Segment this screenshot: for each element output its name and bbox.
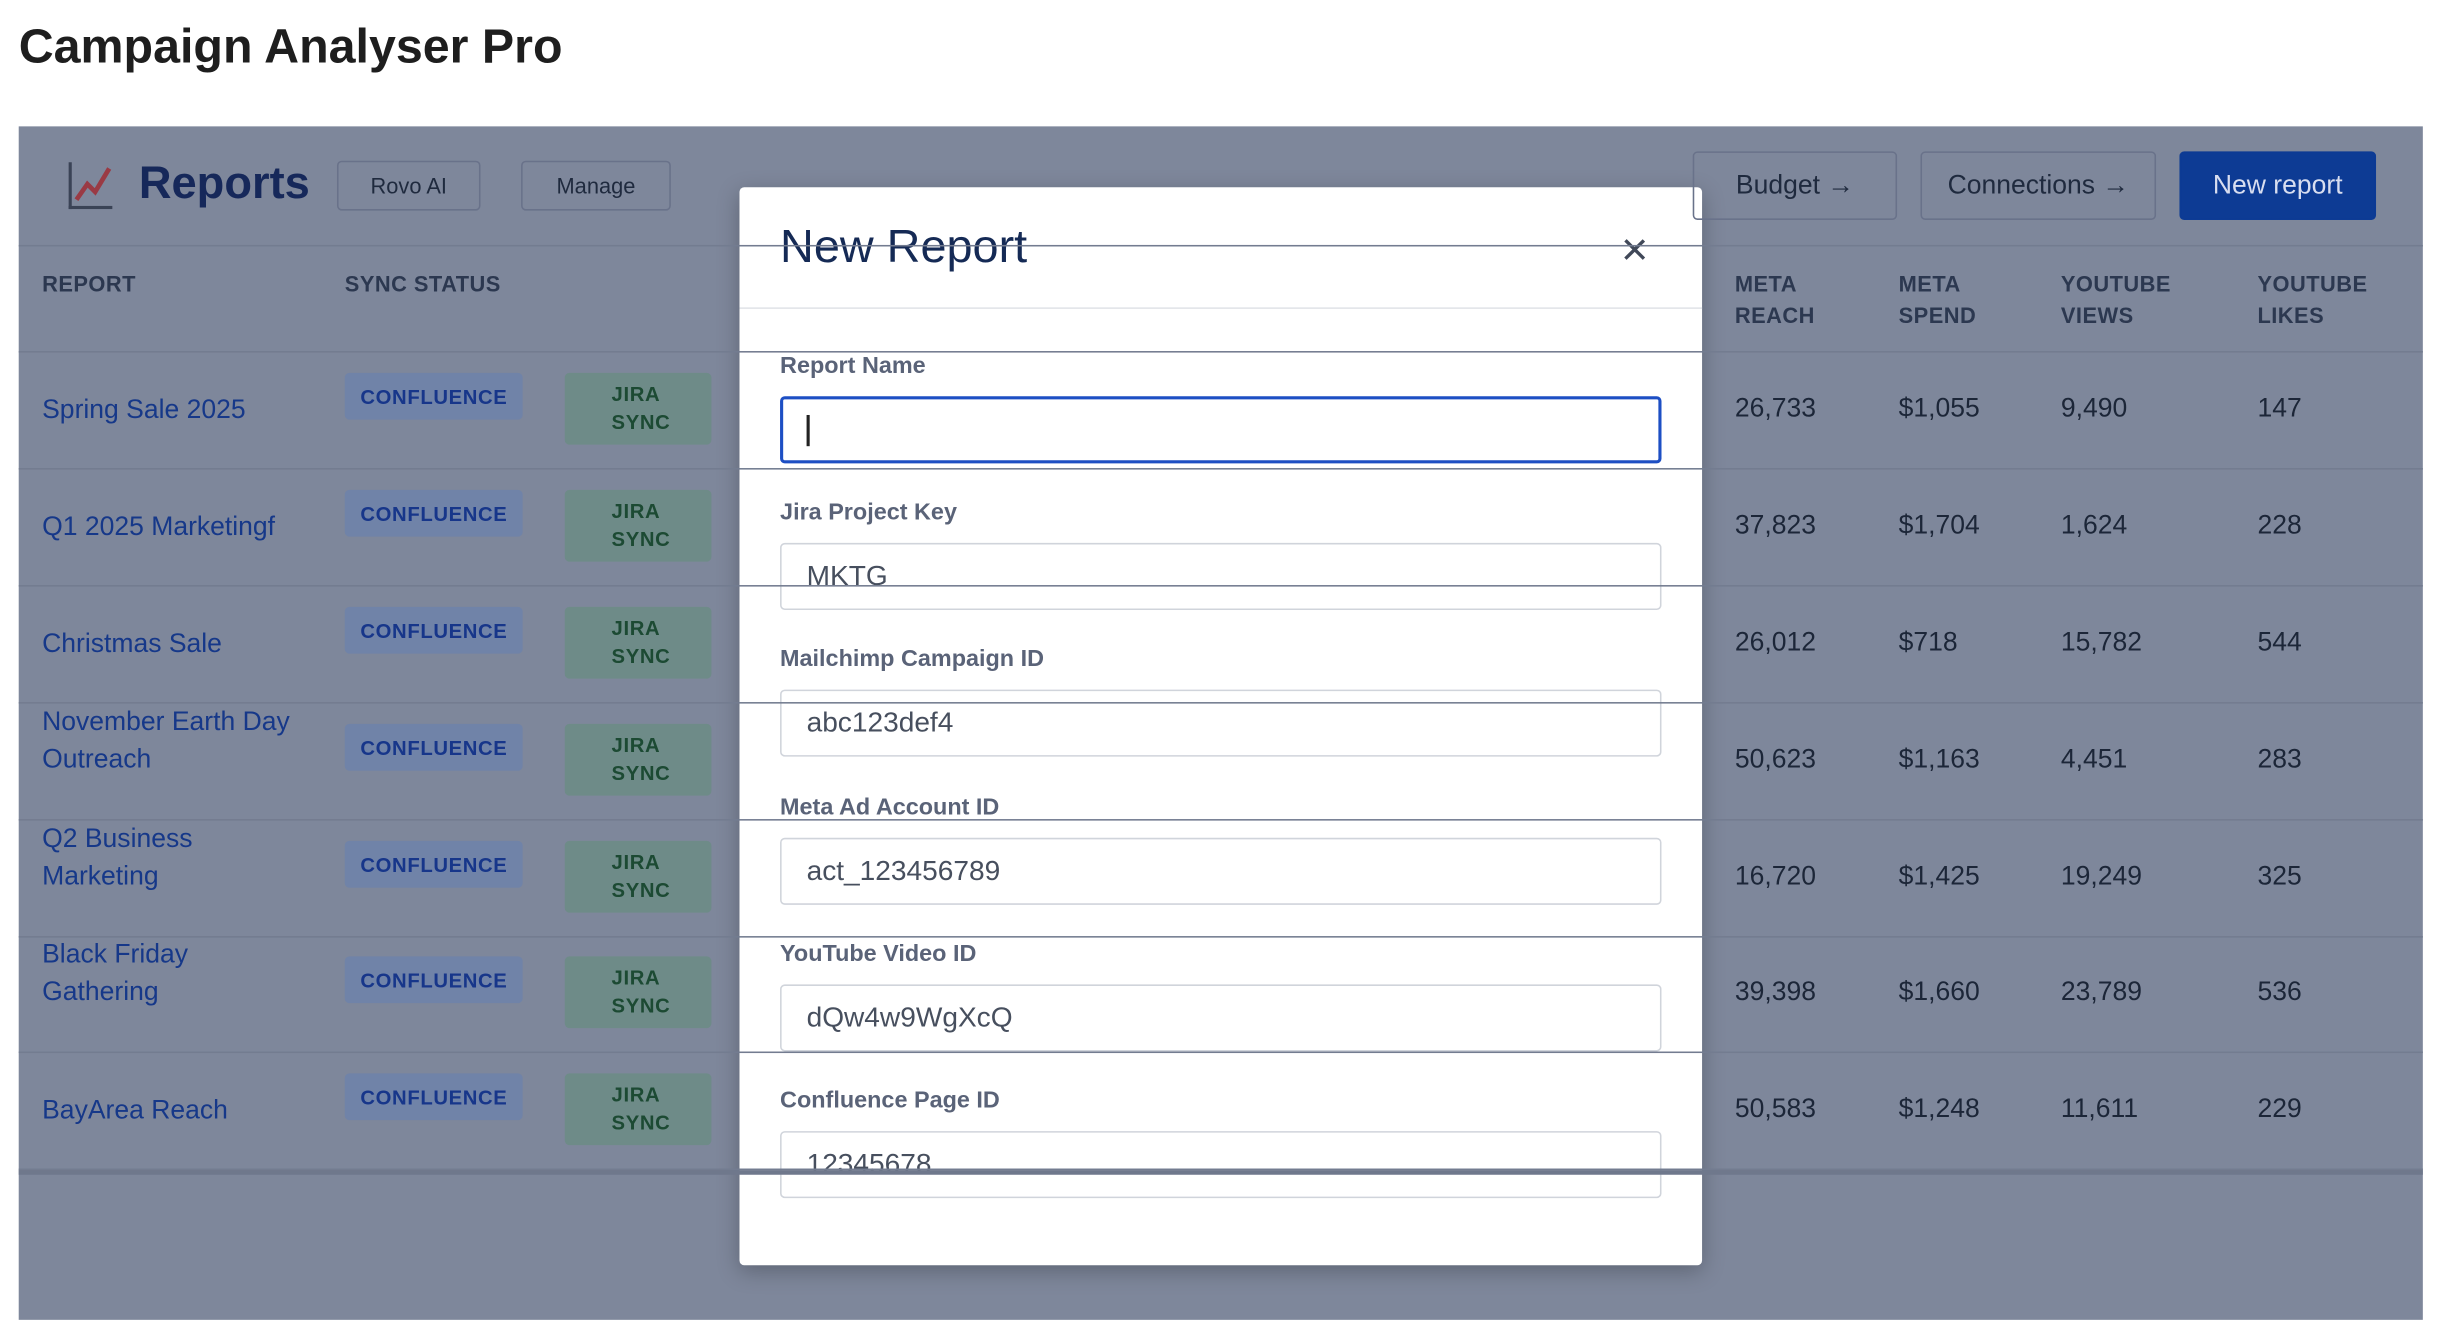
metric-cell: $1,660 xyxy=(1898,976,1980,1007)
toolbar-button[interactable]: Rovo AI xyxy=(336,160,481,211)
divider xyxy=(18,351,2423,353)
metric-cell: 228 xyxy=(2257,510,2302,540)
metric-cell: 26,733 xyxy=(1734,393,1816,423)
metric-cell: 283 xyxy=(2257,744,2302,774)
report-link[interactable]: Spring Sale 2025 xyxy=(42,394,246,425)
cursor xyxy=(806,414,809,446)
close-button[interactable]: × xyxy=(1620,224,1649,277)
row-divider xyxy=(18,468,2423,470)
text-input[interactable]: abc123def4 xyxy=(780,690,1662,758)
column-header: REPORT xyxy=(42,271,136,297)
report-link[interactable]: Christmas Sale xyxy=(42,628,222,659)
metric-cell: 39,398 xyxy=(1734,976,1816,1007)
metric-cell: 1,624 xyxy=(2060,510,2128,540)
row-divider xyxy=(18,1051,2423,1054)
metric-cell: 11,611 xyxy=(2060,1093,2139,1124)
metric-cell: 26,012 xyxy=(1734,627,1816,657)
new-report-button[interactable]: New report xyxy=(2179,151,2377,220)
toolbar-button[interactable]: Manage xyxy=(521,160,671,211)
field-label: Confluence Page ID xyxy=(780,1087,1000,1114)
row-divider xyxy=(18,585,2423,587)
column-header: SYNC STATUS xyxy=(344,271,501,297)
field-label: YouTube Video ID xyxy=(780,940,977,967)
metric-cell: 23,789 xyxy=(2060,976,2143,1007)
jira-badge: JIRA SYNC xyxy=(564,372,712,445)
metric-cell: 229 xyxy=(2257,1093,2302,1124)
jira-badge: JIRA SYNC xyxy=(564,1073,712,1146)
column-header: YOUTUBE VIEWS xyxy=(2060,271,2171,328)
new-report-modal: New Report × Report Name Jira Project Key MK… xyxy=(739,187,1703,1266)
confluence-badge: CONFLUENCE xyxy=(344,606,524,654)
chart-icon xyxy=(68,162,113,210)
column-header: YOUTUBE LIKES xyxy=(2257,271,2368,328)
metric-cell: 37,823 xyxy=(1734,510,1816,540)
metric-cell: 50,623 xyxy=(1734,744,1816,774)
row-divider xyxy=(18,819,2423,821)
column-header: META REACH xyxy=(1734,271,1815,328)
toolbar-button[interactable]: Connections → xyxy=(1920,151,2157,220)
field-label: Mailchimp Campaign ID xyxy=(780,646,1045,674)
jira-badge: JIRA SYNC xyxy=(564,840,712,913)
confluence-badge: CONFLUENCE xyxy=(344,1073,524,1121)
modal-divider xyxy=(739,307,1703,309)
metric-cell: 544 xyxy=(2257,627,2302,657)
jira-badge: JIRA SYNC xyxy=(564,489,712,562)
report-link[interactable]: BayArea Reach xyxy=(42,1095,228,1125)
metric-cell: 50,583 xyxy=(1734,1093,1816,1124)
metric-cell: $1,425 xyxy=(1898,861,1980,891)
metric-cell: 9,490 xyxy=(2060,393,2128,423)
report-link[interactable]: Black Friday Gathering xyxy=(42,939,189,1007)
row-divider xyxy=(18,1168,2423,1171)
report-link[interactable]: Q1 2025 Marketingf xyxy=(42,511,276,542)
text-input[interactable] xyxy=(780,396,1662,464)
icon xyxy=(74,167,112,202)
column-header: META SPEND xyxy=(1898,271,1977,328)
jira-badge: JIRA SYNC xyxy=(564,606,712,679)
metric-cell: 16,720 xyxy=(1734,861,1816,891)
field-label: Report Name xyxy=(780,352,926,380)
metric-cell: $718 xyxy=(1898,627,1958,657)
confluence-badge: CONFLUENCE xyxy=(344,956,524,1004)
row-divider xyxy=(18,936,2423,938)
text-input[interactable]: dQw4w9WgXcQ xyxy=(780,984,1662,1052)
table-bottom xyxy=(18,1170,2423,1175)
confluence-badge: CONFLUENCE xyxy=(344,372,524,420)
confluence-badge: CONFLUENCE xyxy=(344,489,524,537)
metric-cell: 4,451 xyxy=(2060,744,2128,774)
text-input[interactable]: 12345678 xyxy=(780,1131,1662,1199)
metric-cell: $1,163 xyxy=(1898,744,1980,774)
report-link[interactable]: Q2 Business Marketing xyxy=(42,823,193,891)
confluence-badge: CONFLUENCE xyxy=(344,723,524,771)
reports-title: Reports xyxy=(138,159,310,210)
field-label: Jira Project Key xyxy=(780,499,957,527)
metric-cell: $1,055 xyxy=(1898,393,1980,423)
metric-cell: 15,782 xyxy=(2060,627,2143,657)
text-input[interactable]: act_123456789 xyxy=(780,837,1662,905)
toolbar-button[interactable]: Budget → xyxy=(1692,151,1898,220)
divider xyxy=(18,244,2423,247)
modal-title: New Report xyxy=(780,221,1028,274)
metric-cell: 19,249 xyxy=(2060,861,2143,891)
metric-cell: 147 xyxy=(2257,393,2302,423)
jira-badge: JIRA SYNC xyxy=(564,723,712,796)
report-link[interactable]: November Earth Day Outreach xyxy=(42,706,290,774)
metric-cell: $1,704 xyxy=(1898,510,1980,540)
app-title: Campaign Analyser Pro xyxy=(18,18,563,74)
jira-badge: JIRA SYNC xyxy=(564,956,712,1029)
metric-cell: $1,248 xyxy=(1898,1093,1980,1124)
field-label: Meta Ad Account ID xyxy=(780,793,1000,820)
text-input[interactable]: MKTG xyxy=(780,543,1662,611)
confluence-badge: CONFLUENCE xyxy=(344,840,524,888)
metric-cell: 536 xyxy=(2257,976,2302,1007)
metric-cell: 325 xyxy=(2257,861,2302,891)
row-divider xyxy=(18,702,2423,704)
